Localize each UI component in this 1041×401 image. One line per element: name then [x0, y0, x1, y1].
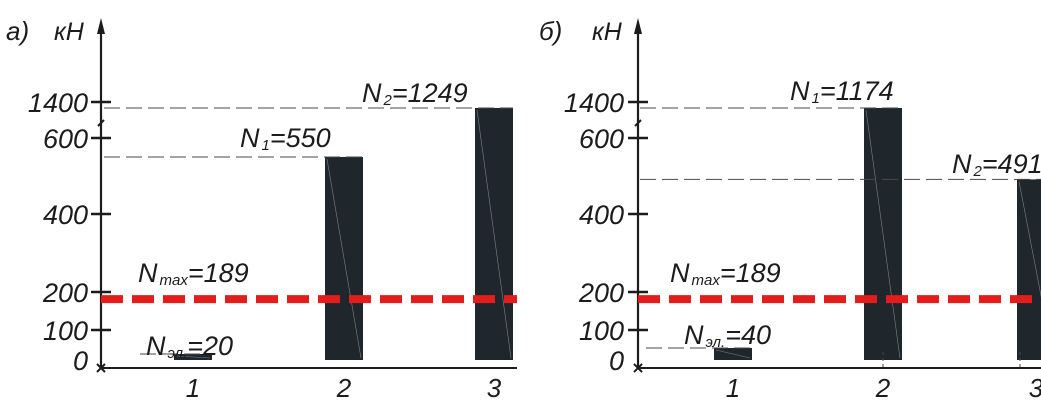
origin-cross-icon: [96, 363, 106, 373]
bar-hatch: [175, 355, 211, 359]
bar-value-label: N 1=550: [240, 123, 331, 154]
y-tick-label: 600: [43, 124, 88, 154]
bar: [1017, 179, 1041, 360]
x-tick-label: 2: [875, 373, 891, 401]
axis-break-mark: [634, 119, 642, 127]
bar-value-label: N 1=1174: [790, 76, 894, 107]
y-axis-arrow-icon: [634, 18, 642, 34]
axis-break-mark: [97, 119, 105, 127]
y-tick-label: 100: [43, 316, 88, 346]
y-tick-label: 200: [578, 278, 624, 308]
y-axis-arrow-icon: [97, 18, 105, 34]
y-tick-label: 400: [579, 200, 624, 230]
y-tick-label: 100: [579, 316, 624, 346]
panel-label: б): [539, 16, 562, 46]
y-tick-label: 1400: [564, 88, 624, 118]
y-tick-label: 1400: [28, 88, 88, 118]
origin-cross-icon: [633, 363, 643, 373]
y-tick-label: 200: [42, 278, 88, 308]
bar-value-label: N 2=491: [952, 149, 1041, 180]
y-tick-label: 0: [73, 346, 88, 376]
panel-label: а): [6, 16, 29, 46]
y-tick-label: 400: [43, 200, 88, 230]
x-tick-label: 1: [186, 373, 200, 401]
bar-hatch: [715, 349, 751, 359]
x-tick-label: 3: [487, 373, 502, 401]
x-tick-label: 1: [726, 373, 740, 401]
x-tick-label: 3: [1029, 373, 1041, 401]
bar-hatch: [326, 158, 362, 359]
bar-value-label: N 2=1249: [362, 78, 468, 109]
bar-hatch: [1018, 181, 1041, 298]
y-tick-label: 600: [579, 124, 624, 154]
bar-hatch: [865, 109, 901, 359]
x-tick-label: 2: [336, 373, 352, 401]
unit-label: кН: [592, 18, 623, 46]
unit-label: кН: [54, 18, 85, 46]
bar-hatch: [476, 109, 512, 359]
y-tick-label: 0: [609, 346, 624, 376]
